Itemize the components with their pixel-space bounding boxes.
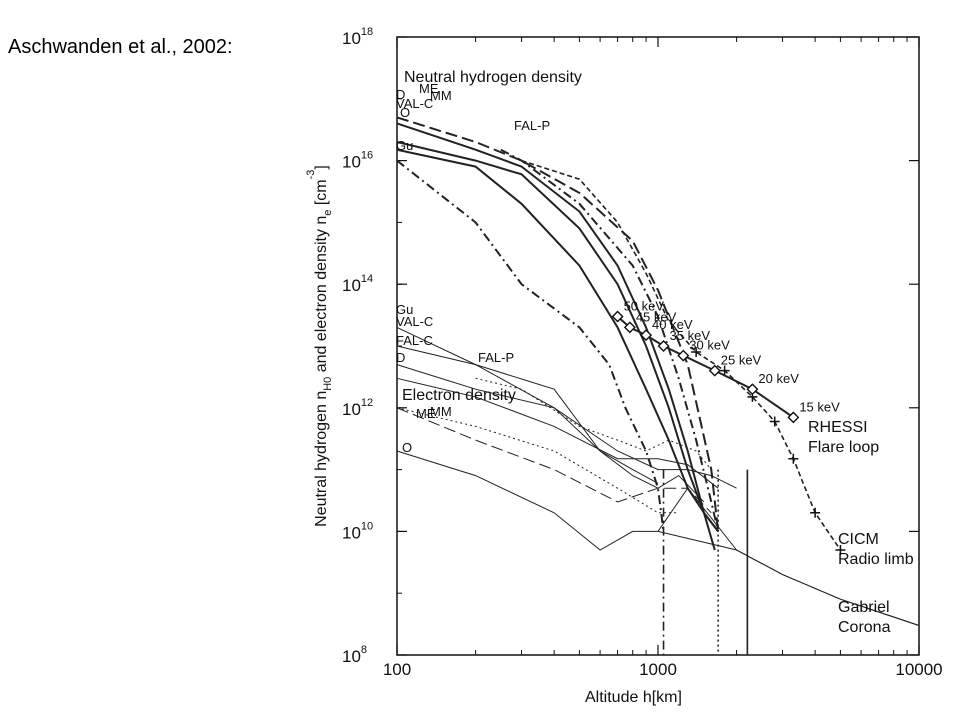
series-name-label: O [400,105,410,120]
x-tick-label: 10000 [895,660,942,679]
rhessi-series-name: RHESSI [808,419,868,436]
neutral-series-line [396,148,719,533]
rhessi-energy-label: 25 keV [721,353,762,368]
y-axis-label: Neutral hydrogen nH0 and electron densit… [305,165,334,527]
rhessi-series-name: Flare loop [808,439,879,456]
rhessi-energy-label: 30 keV [689,338,730,353]
series-name-label: FAL-P [514,118,550,133]
y-tick-label: 1018 [342,26,373,48]
series-name-label: MM [430,404,452,419]
cicm-series-name: Radio limb [838,551,914,568]
rhessi-energy-label: 35 keV [670,328,711,343]
axis-ticks: 100 1000 10000 108 1010 1012 1014 1016 1018 Neutr… [305,26,943,679]
series-name-label: O [402,440,412,455]
cicm-marker [719,365,730,376]
series-name-label: D [396,87,405,102]
cicm-marker [835,545,846,556]
rhessi-marker [657,340,670,352]
citation-label: Aschwanden et al., 2002: [8,36,233,58]
neutral-series-line [396,122,716,551]
y-tick-label: 1010 [342,520,373,542]
rhessi-marker [611,310,624,323]
cicm-series-name: CICM [838,531,879,548]
cicm-series-line [521,159,842,551]
series-name-label: VAL-C [396,96,433,111]
cicm-marker [769,416,780,427]
gabriel-series-name: Corona [838,619,891,636]
y-tick-label: 1012 [342,397,373,419]
x-axis-label: Altitude h[km] [585,689,682,706]
electron-series-line [396,407,679,514]
rhessi-marker [640,329,653,342]
series-name-label: VAL-C [396,314,433,329]
neutral-series-line [500,148,720,532]
series-lines [396,116,920,655]
electron-series-line [396,345,737,489]
rhessi-marker [623,321,636,334]
rhessi-marker [708,364,721,377]
cicm-marker [691,346,702,357]
neutral-series-line [396,141,719,533]
gabriel-series-line [657,530,920,626]
electron-series-line [396,377,719,489]
series-name-label: FAL-P [478,350,514,365]
series-name-label: ME [416,406,436,421]
gabriel-series-name: Gabriel [838,599,890,616]
y-tick-label: 1014 [342,273,373,295]
electron-series-line [475,377,712,470]
series-name-label: Gu [396,138,413,153]
neutral-series-line [396,116,720,532]
rhessi-energy-label: 20 keV [758,371,799,386]
rhessi-marker [787,411,800,424]
electron-series-line [396,326,705,503]
series-name-label: D [396,350,405,365]
x-tick-label: 1000 [639,660,677,679]
rhessi-energy-label: 40 keV [652,317,693,332]
rhessi-energy-label: 15 keV [799,399,840,414]
rhessi-energy-label: 50 keV [624,299,665,314]
series-name-label: FAL-C [396,333,433,348]
y-tick-label: 108 [342,644,367,666]
electron-series-line [396,364,659,484]
cicm-marker [788,453,799,464]
rhessi-energy-label: 45 keV [636,309,677,324]
series-name-label: MM [430,88,452,103]
y-tick-label: 1016 [342,150,373,172]
neutral-section-label: Neutral hydrogen density [404,69,582,86]
rhessi-marker [746,383,759,396]
electron-section-label: Electron density [402,387,516,404]
series-name-label: Gu [396,302,413,317]
x-tick-label: 100 [383,660,411,679]
rhessi-marker [677,349,690,362]
cicm-marker [810,507,821,518]
series-name-label: ME [419,81,439,96]
